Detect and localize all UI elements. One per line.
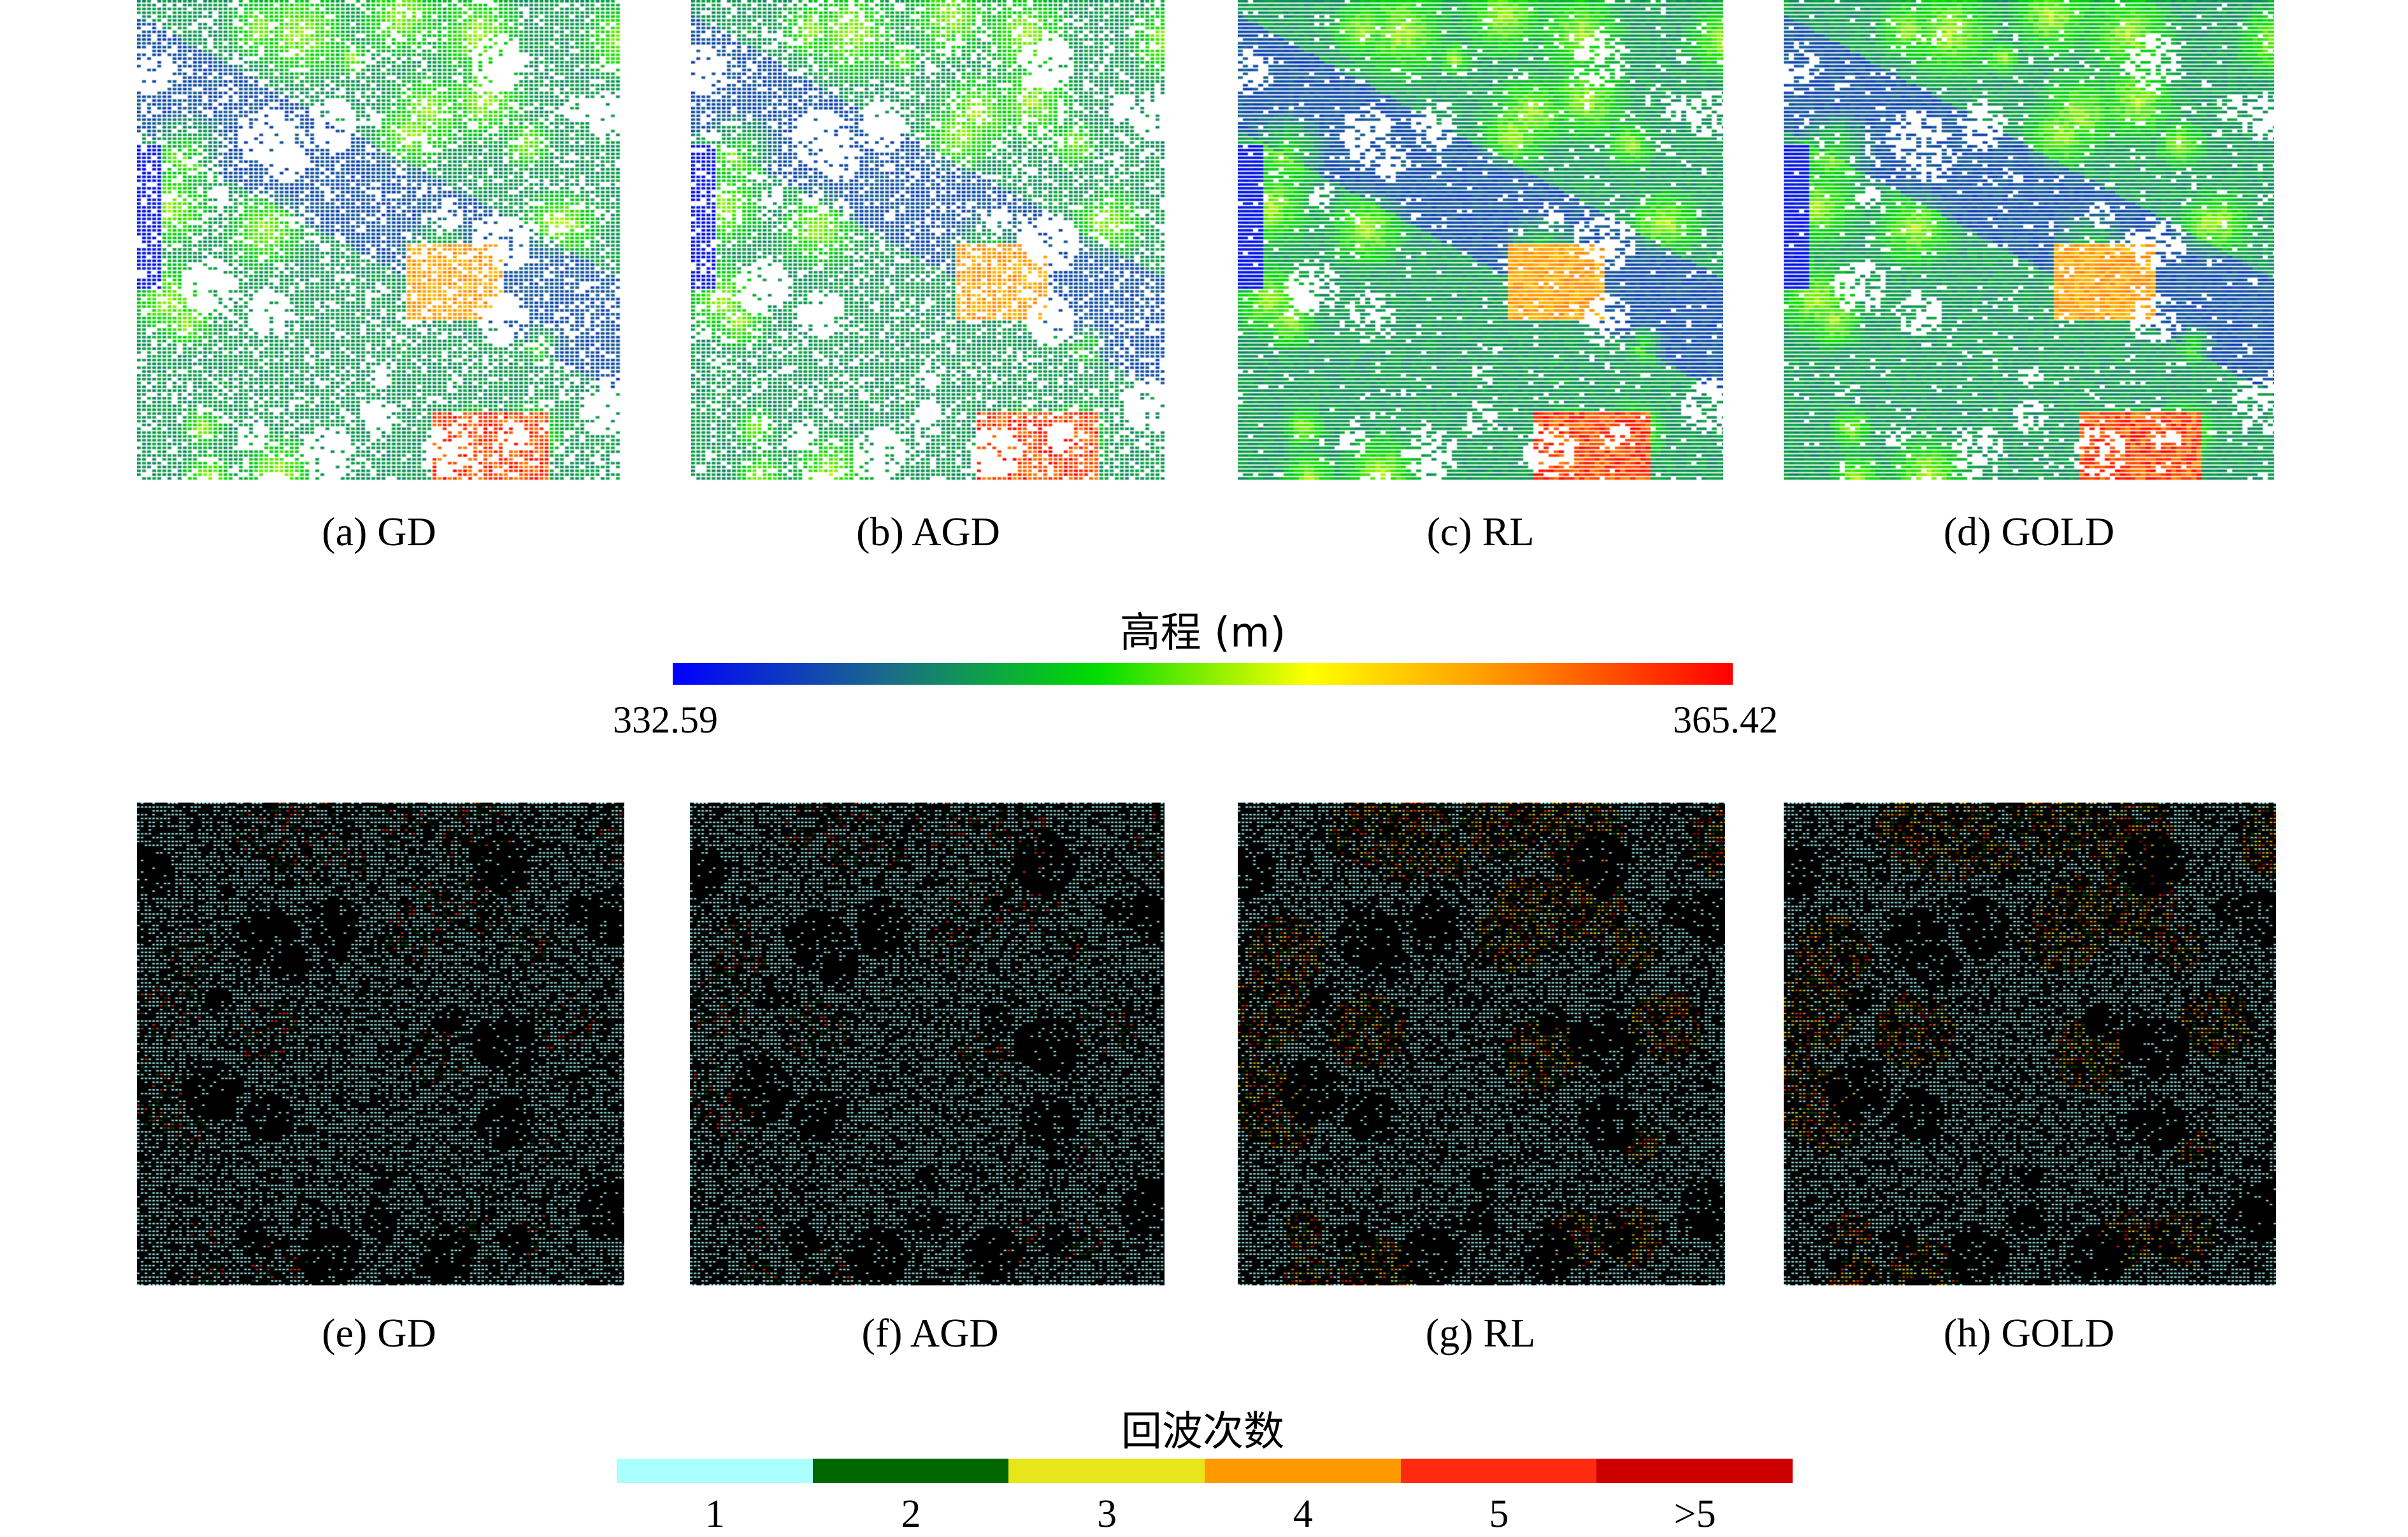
return-colorbar-label: 3 <box>1097 1492 1117 1536</box>
elevation-map-agd <box>691 0 1166 481</box>
return-colorbar-label: >5 <box>1673 1492 1716 1536</box>
caption-d: (d) GOLD <box>1943 509 2115 554</box>
return-colorbar-label: 1 <box>705 1492 725 1536</box>
caption-c: (c) RL <box>1426 509 1535 554</box>
return-map-gold <box>1784 803 2276 1285</box>
return-map-rl <box>1238 803 1725 1285</box>
elevation-min-label: 332.59 <box>613 699 718 741</box>
return-colorbar-title: 回波次数 <box>1121 1408 1284 1455</box>
caption-e: (e) GD <box>322 1310 436 1355</box>
return-colorbar-segment <box>1205 1459 1401 1483</box>
return-colorbar-segment <box>1008 1459 1205 1483</box>
return-colorbar-segment <box>1400 1459 1597 1483</box>
return-colorbar-label: 5 <box>1489 1492 1509 1536</box>
return-map-gd <box>137 803 624 1285</box>
elevation-colorbar <box>673 663 1733 685</box>
caption-b: (b) AGD <box>856 509 1000 554</box>
elevation-map-gold <box>1784 0 2274 481</box>
return-colorbar <box>617 1459 1793 1483</box>
return-colorbar-segment <box>617 1459 813 1483</box>
elevation-colorbar-title: 高程 (m) <box>1119 610 1286 657</box>
caption-f: (f) AGD <box>861 1310 999 1355</box>
elevation-map-gd <box>137 0 621 481</box>
caption-g: (g) RL <box>1425 1310 1536 1355</box>
caption-a: (a) GD <box>322 509 436 554</box>
return-map-agd <box>690 803 1165 1285</box>
return-colorbar-label: 4 <box>1293 1492 1313 1536</box>
caption-h: (h) GOLD <box>1943 1310 2115 1355</box>
elevation-map-rl <box>1238 0 1723 481</box>
return-colorbar-segment <box>1596 1459 1793 1483</box>
return-colorbar-label: 2 <box>901 1492 921 1536</box>
return-colorbar-segment <box>812 1459 1009 1483</box>
elevation-max-label: 365.42 <box>1673 699 1778 741</box>
